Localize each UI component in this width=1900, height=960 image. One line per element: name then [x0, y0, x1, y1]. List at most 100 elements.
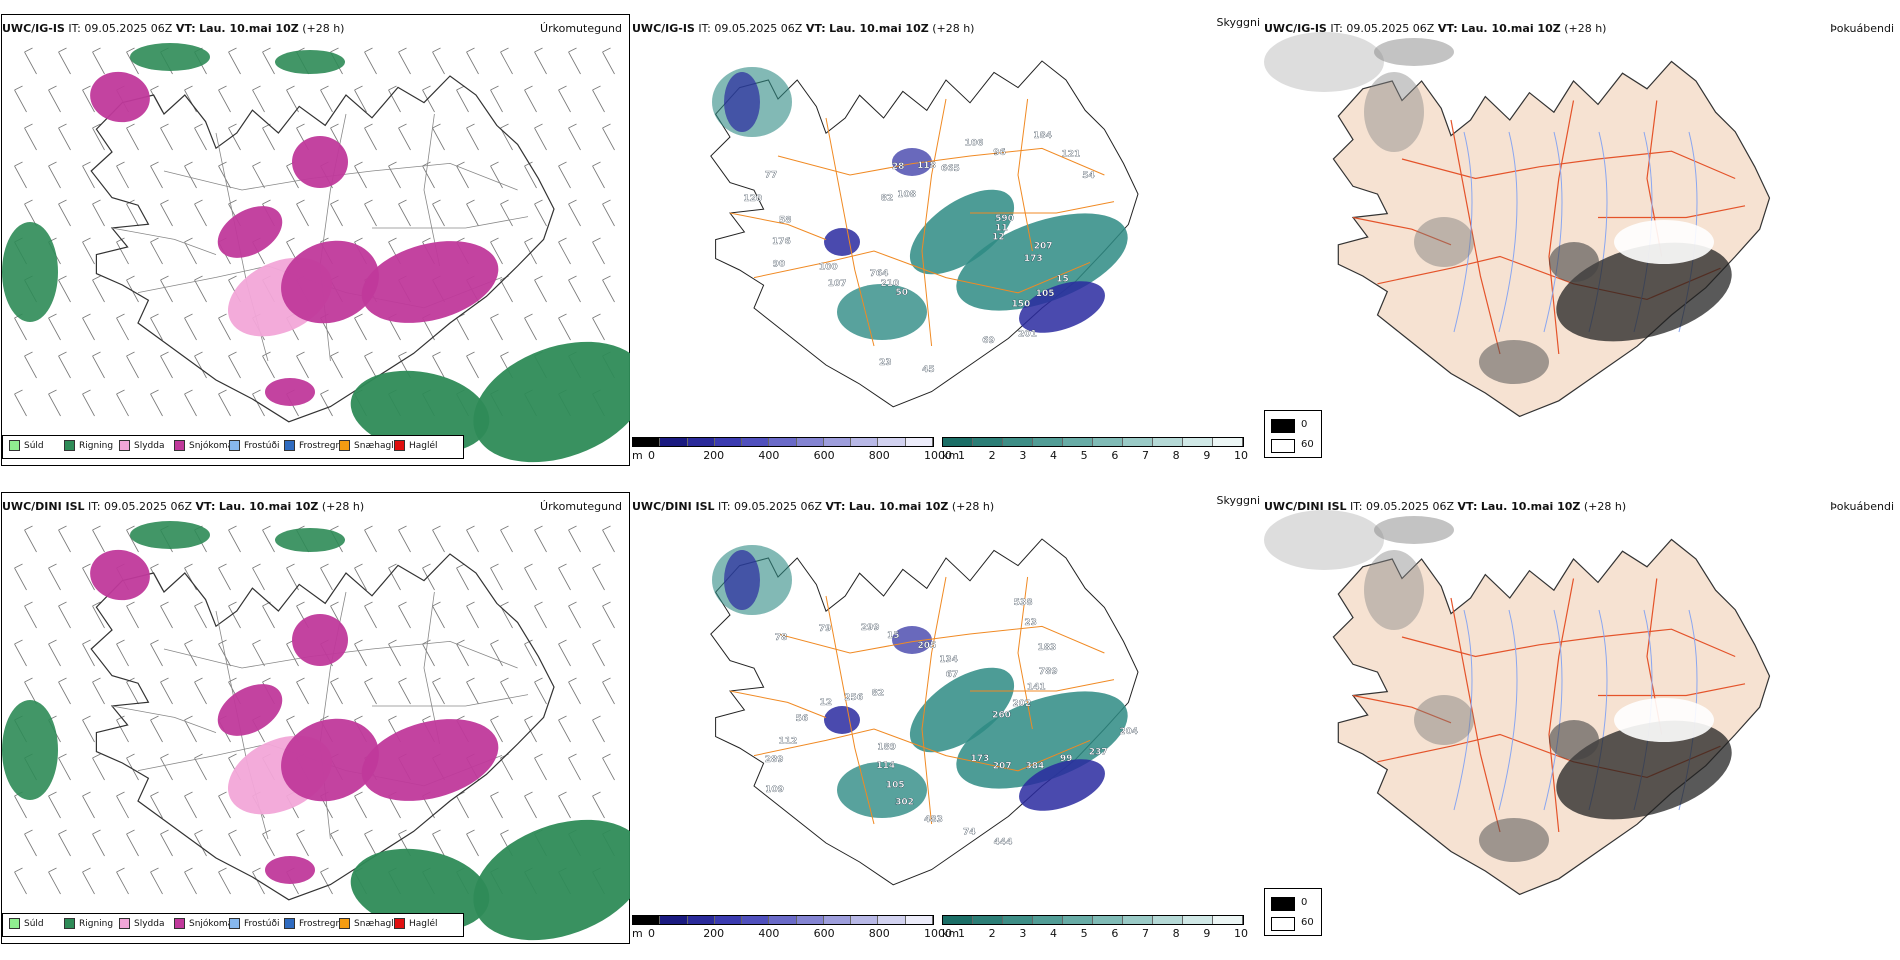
- fog-legend-swatch: [1271, 917, 1295, 931]
- colorbar-cell: [851, 916, 879, 924]
- colorbar-cell: [742, 916, 770, 924]
- wind-barb: [432, 123, 445, 151]
- colorbar-cell: [796, 916, 824, 924]
- visibility-area: [837, 284, 927, 340]
- wind-barb: [490, 563, 503, 591]
- wind-barb: [14, 639, 27, 667]
- fog-map: [1264, 510, 1771, 896]
- ceiling-value-label: 69: [982, 336, 995, 346]
- ceiling-value-label: 45: [922, 365, 935, 375]
- wind-barb: [490, 313, 503, 341]
- ceiling-value-label: 260: [992, 711, 1011, 721]
- ceiling-value-label: 207: [993, 762, 1012, 772]
- snow-area: [265, 856, 315, 884]
- lead-time: (+28 h): [951, 500, 995, 513]
- ceiling-colorbar: m 0 200 400 600 800 1000: [632, 913, 952, 943]
- colorbar-cell: [742, 438, 770, 446]
- legend-label: Haglél: [409, 440, 438, 451]
- ceiling-value-label: 189: [877, 743, 896, 753]
- road-line: [1598, 683, 1746, 697]
- wind-barb: [252, 867, 265, 895]
- colorbar-cell: [633, 916, 661, 924]
- wind-barb: [82, 563, 95, 591]
- wind-barb: [320, 389, 333, 417]
- wind-barb: [398, 525, 411, 553]
- colorbar-cell: [823, 438, 852, 446]
- wind-barb: [126, 829, 139, 857]
- legend-swatch: [394, 918, 405, 929]
- legend-item: Súld: [9, 918, 44, 929]
- wind-barb: [602, 47, 615, 75]
- visibility-panel: UWC/DINI ISL IT: 09.05.2025 06Z VT: Lau.…: [632, 490, 1262, 948]
- road-line: [111, 705, 217, 733]
- wind-barb: [24, 677, 37, 705]
- wind-barb: [320, 563, 333, 591]
- wind-barb: [82, 867, 95, 895]
- ceiling-value-label: 67: [946, 670, 959, 680]
- colorbar-tick: 1000: [924, 449, 952, 462]
- precip-map: [2, 521, 630, 941]
- fog-dense-area: [1364, 550, 1424, 630]
- wind-barb: [48, 161, 61, 189]
- wind-barb: [160, 351, 173, 379]
- wind-barb: [82, 389, 95, 417]
- legend-label: Rigning: [79, 440, 114, 451]
- wind-barb: [558, 563, 571, 591]
- wind-barb: [388, 639, 401, 667]
- wind-barb: [500, 601, 513, 629]
- wind-barb: [432, 47, 445, 75]
- fog-title: Þokuábendi: [1830, 500, 1894, 513]
- wind-barb: [92, 275, 105, 303]
- lead-time: (+28 h): [302, 22, 345, 35]
- legend-swatch: [9, 918, 20, 929]
- wind-barb: [466, 351, 479, 379]
- colorbar-cell: [973, 916, 1003, 924]
- wind-barb: [364, 829, 377, 857]
- wind-barb: [194, 677, 207, 705]
- lead-time: (+28 h): [1583, 500, 1627, 513]
- wind-barb: [116, 639, 129, 667]
- init-time: 09.05.2025 06Z: [714, 22, 803, 35]
- colorbar-cell: [1093, 438, 1123, 446]
- fog-legend-label: 60: [1301, 439, 1314, 450]
- colorbar-cell: [823, 916, 852, 924]
- wind-barb: [24, 829, 37, 857]
- road-line: [423, 591, 440, 745]
- colorbar-cell: [1123, 438, 1153, 446]
- wind-barb: [82, 715, 95, 743]
- legend-label: Frostregn: [299, 440, 342, 451]
- legend-label: Frostúði: [244, 918, 280, 929]
- wind-barb: [466, 123, 479, 151]
- wind-barb: [602, 525, 615, 553]
- wind-barb: [24, 525, 37, 553]
- wind-barb: [602, 753, 615, 781]
- wind-barb: [320, 867, 333, 895]
- colorbar-cell: [1213, 916, 1243, 924]
- wind-barb: [534, 601, 547, 629]
- wind-barb: [398, 123, 411, 151]
- wind-barb: [194, 199, 207, 227]
- wind-barb: [432, 677, 445, 705]
- ceiling-value-label: 23: [879, 358, 892, 368]
- wind-barb: [92, 601, 105, 629]
- fog-legend-label: 60: [1301, 917, 1314, 928]
- wind-barb: [592, 639, 605, 667]
- wind-barb: [330, 829, 343, 857]
- colorbar-tick: 400: [758, 927, 780, 940]
- ceiling-value-label: 54: [1082, 171, 1095, 181]
- wind-barb: [48, 867, 61, 895]
- ceiling-value-label: 12: [992, 233, 1005, 243]
- wind-barb: [296, 351, 309, 379]
- wind-barb: [432, 199, 445, 227]
- wind-barb: [500, 753, 513, 781]
- wind-barb: [126, 199, 139, 227]
- ceiling-value-label: 289: [765, 755, 784, 765]
- wind-barb: [24, 123, 37, 151]
- wind-barb: [218, 85, 231, 113]
- wind-barb: [466, 199, 479, 227]
- colorbar-tick: 7: [1142, 927, 1149, 940]
- wind-barb: [364, 123, 377, 151]
- wind-barb: [364, 525, 377, 553]
- wind-barb: [534, 47, 547, 75]
- colorbar-tick: 10: [1234, 449, 1248, 462]
